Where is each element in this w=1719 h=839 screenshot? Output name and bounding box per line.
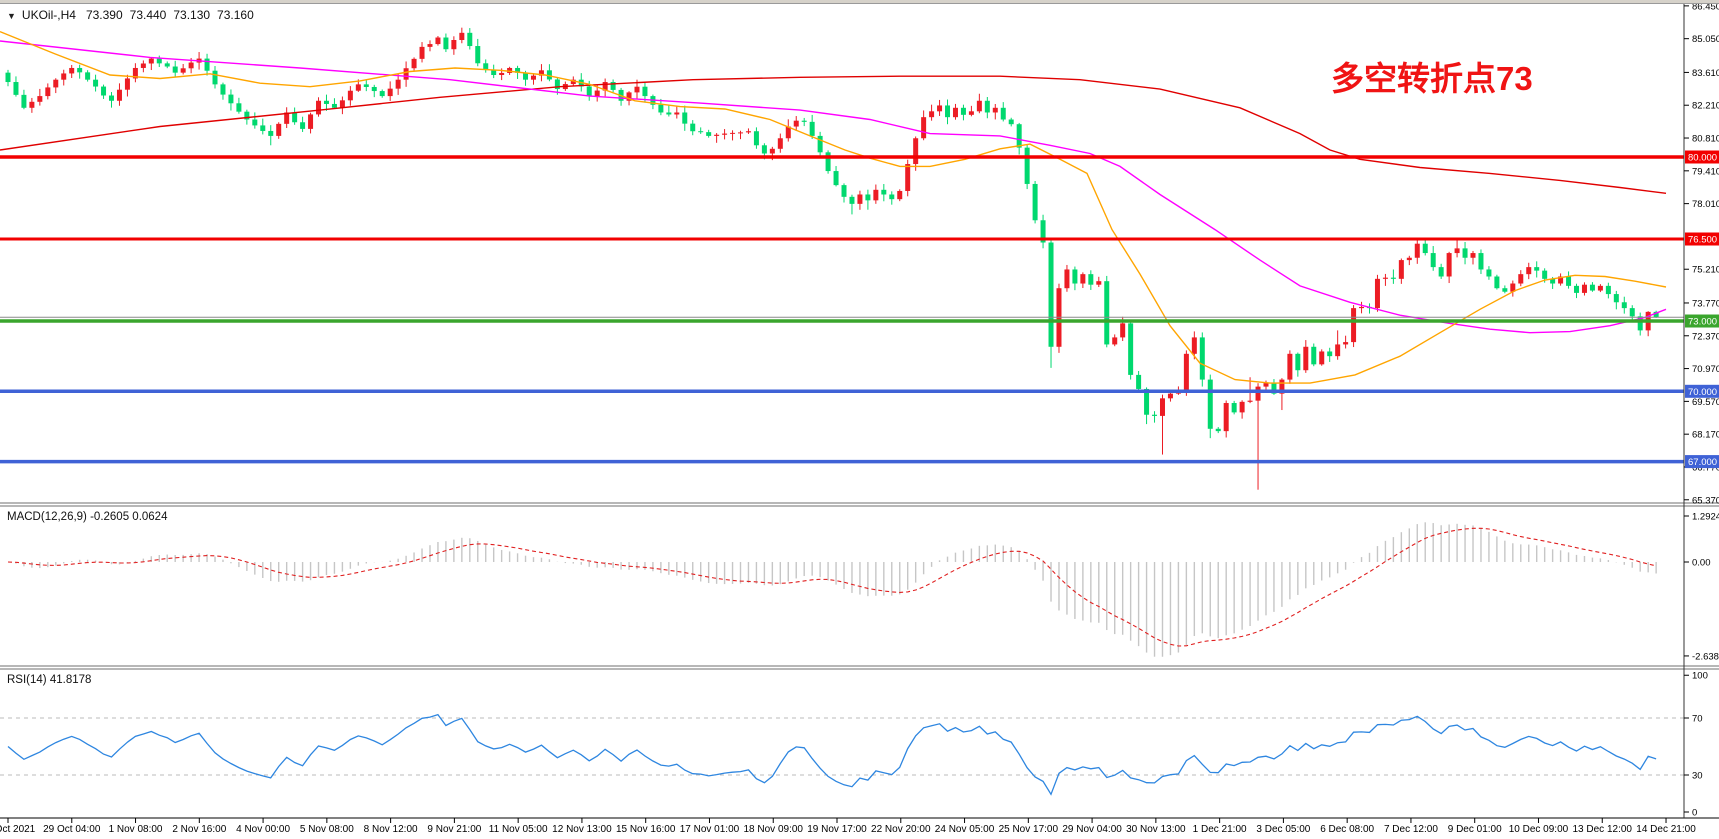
price-tick-label: 80.810 xyxy=(1692,134,1719,145)
time-tick-label: 1 Dec 21:00 xyxy=(1193,824,1247,835)
panel-separators xyxy=(0,4,1719,819)
time-tick-label: 8 Nov 12:00 xyxy=(364,824,418,835)
price-tick-label: 78.010 xyxy=(1692,199,1719,210)
time-tick-label: 4 Nov 00:00 xyxy=(236,824,290,835)
price-tick-label: 70.970 xyxy=(1692,364,1719,375)
ma-fast-line xyxy=(0,30,1667,384)
price-axis: 86.450 85.050 83.610 82.210 80.810 79.410 78.0… xyxy=(1684,1,1719,506)
time-tick-label: 29 Oct 04:00 xyxy=(43,824,101,835)
time-tick-label: 5 Nov 08:00 xyxy=(300,824,354,835)
rsi-tick-label: 70 xyxy=(1692,714,1703,725)
price-badge-label: 76.500 xyxy=(1688,235,1717,246)
macd-tick-label: 0.00 xyxy=(1692,558,1711,569)
time-tick-label: 10 Dec 09:00 xyxy=(1509,824,1569,835)
price-tick-label: 65.370 xyxy=(1692,495,1719,506)
price-tick-label: 82.210 xyxy=(1692,101,1719,112)
price-tick-label: 79.410 xyxy=(1692,166,1719,177)
macd-histogram xyxy=(15,522,1657,657)
price-tick-label: 73.770 xyxy=(1692,298,1719,309)
quote-close: 73.160 xyxy=(217,8,254,22)
rsi-indicator-label: RSI(14) 41.8178 xyxy=(7,674,91,686)
rsi-axis: 100 70 30 0 xyxy=(1684,671,1708,819)
horizontal-levels xyxy=(0,155,1684,464)
window-top-strip xyxy=(0,0,1719,4)
time-tick-label: 7 Dec 12:00 xyxy=(1384,824,1438,835)
chevron-down-icon[interactable]: ▼ xyxy=(7,11,16,21)
ma-slow-line xyxy=(0,75,1667,194)
macd-axis: 1.2924 0.00 -2.6386 xyxy=(1684,511,1719,662)
price-tick-label: 69.570 xyxy=(1692,397,1719,408)
rsi-value: 41.8178 xyxy=(49,674,92,686)
time-tick-label: 24 Nov 05:00 xyxy=(935,824,995,835)
time-tick-label: 2 Nov 16:00 xyxy=(172,824,226,835)
price-badge: 76.500 xyxy=(1685,232,1719,246)
time-tick-label: 18 Nov 09:00 xyxy=(743,824,803,835)
time-axis: 27 Oct 2021 29 Oct 04:00 1 Nov 08:00 2 Nov … xyxy=(0,818,1696,835)
time-tick-label: 15 Nov 16:00 xyxy=(616,824,676,835)
rsi-tick-label: 100 xyxy=(1692,671,1708,682)
quote-open: 73.390 xyxy=(85,8,123,22)
time-tick-label: 22 Nov 20:00 xyxy=(871,824,931,835)
time-tick-label: 27 Oct 2021 xyxy=(0,824,36,835)
price-tick-label: 86.450 xyxy=(1692,1,1719,12)
price-badge: 73.000 xyxy=(1685,314,1719,328)
macd-title: MACD(12,26,9) xyxy=(7,511,87,523)
quote-low: 73.130 xyxy=(173,8,211,22)
time-tick-label: 30 Nov 13:00 xyxy=(1126,824,1186,835)
macd-indicator-label: MACD(12,26,9) -0.2605 0.0624 xyxy=(7,511,167,523)
rsi-tick-label: 0 xyxy=(1692,808,1697,819)
price-badge: 67.000 xyxy=(1685,455,1719,469)
price-badge: 80.000 xyxy=(1685,150,1719,164)
price-tick-label: 83.610 xyxy=(1692,68,1719,79)
annotation-text: 多空转折点73 xyxy=(1331,60,1533,97)
price-tick-label: 85.050 xyxy=(1692,34,1719,45)
rsi-levels xyxy=(0,717,1684,776)
rsi-title: RSI(14) xyxy=(7,674,47,686)
time-tick-label: 11 Nov 05:00 xyxy=(489,824,548,835)
price-tick-label: 68.170 xyxy=(1692,430,1719,441)
price-badge-label: 67.000 xyxy=(1688,457,1717,468)
time-tick-label: 1 Nov 08:00 xyxy=(109,824,163,835)
rsi-line xyxy=(7,713,1657,796)
time-tick-label: 9 Dec 01:00 xyxy=(1448,824,1502,835)
quote-high: 73.440 xyxy=(129,8,167,22)
time-tick-label: 19 Nov 17:00 xyxy=(807,824,867,835)
macd-tick-label: 1.2924 xyxy=(1692,511,1719,522)
macd-tick-label: -2.6386 xyxy=(1692,651,1719,662)
time-tick-label: 12 Nov 13:00 xyxy=(552,824,612,835)
price-badge: 70.000 xyxy=(1685,384,1719,398)
time-tick-label: 13 Dec 12:00 xyxy=(1573,824,1633,835)
price-badge-label: 70.000 xyxy=(1688,387,1717,398)
candles-layer xyxy=(5,27,1659,490)
macd-signal-line xyxy=(7,527,1657,647)
time-tick-label: 17 Nov 01:00 xyxy=(680,824,740,835)
time-tick-label: 9 Nov 21:00 xyxy=(427,824,481,835)
time-tick-label: 14 Dec 21:00 xyxy=(1636,824,1696,835)
price-tick-label: 75.210 xyxy=(1692,265,1719,276)
time-tick-label: 29 Nov 04:00 xyxy=(1062,824,1122,835)
chart-title: ▼ UKOil-,H4 73.390 73.440 73.130 73.160 xyxy=(7,8,261,22)
ma-medium-line xyxy=(0,40,1667,334)
price-badge-label: 80.000 xyxy=(1688,153,1717,164)
price-tick-label: 72.370 xyxy=(1692,331,1719,342)
symbol-timeframe: UKOil-,H4 xyxy=(21,8,76,22)
rsi-tick-label: 30 xyxy=(1692,771,1703,782)
ohlc-quote: 73.390 73.440 73.130 73.160 xyxy=(86,8,261,22)
macd-values: -0.2605 0.0624 xyxy=(90,511,168,523)
time-tick-label: 3 Dec 05:00 xyxy=(1256,824,1310,835)
time-tick-label: 6 Dec 08:00 xyxy=(1320,824,1374,835)
time-tick-label: 25 Nov 17:00 xyxy=(999,824,1059,835)
price-badge-label: 73.000 xyxy=(1688,317,1717,328)
